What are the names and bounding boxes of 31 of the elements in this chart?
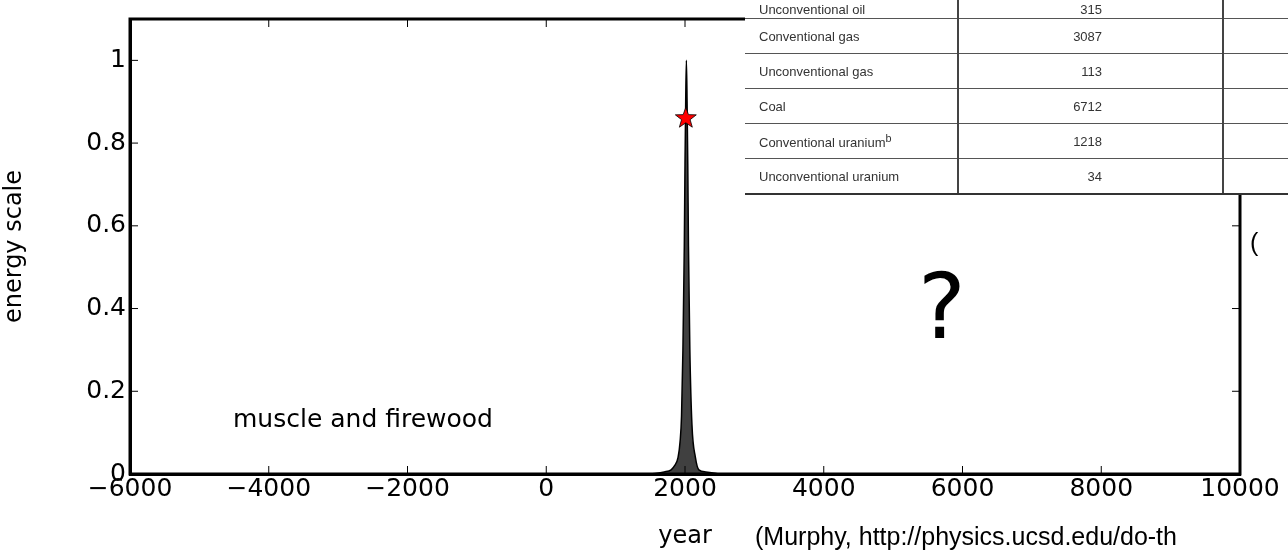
y-tick-label: 0.2 bbox=[86, 374, 126, 404]
data-label: 113 bbox=[958, 53, 1224, 89]
data-label: 315 bbox=[958, 0, 1224, 19]
y-axis-title: energy scale bbox=[0, 169, 27, 324]
data-label: 34 bbox=[958, 158, 1224, 194]
category-label: Conventional uranium$^{b}$ bbox=[745, 123, 959, 159]
data-label: 1218 bbox=[958, 123, 1224, 159]
y-tick-label: 1 bbox=[110, 43, 126, 73]
text: ( bbox=[1250, 228, 1259, 257]
x-tick-label: 4000 bbox=[791, 472, 856, 502]
x-tick-label: −2000 bbox=[365, 472, 450, 502]
category-label: Unconventional oil bbox=[745, 0, 959, 19]
x-tick-label: 10000 bbox=[1200, 472, 1280, 502]
annotation: muscle and firewood bbox=[233, 404, 493, 433]
category-label: Coal bbox=[745, 88, 959, 124]
category-label: Conventional gas bbox=[745, 18, 959, 54]
x-tick-label: 2000 bbox=[653, 472, 717, 502]
category-label: Unconventional uranium bbox=[745, 158, 959, 194]
x-tick-label: −4000 bbox=[226, 472, 312, 502]
category-label: Unconventional gas bbox=[745, 53, 959, 89]
text: (Murphy, http://physics.ucsd.edu/do-th bbox=[755, 522, 1177, 551]
y-tick-label: 0.6 bbox=[86, 209, 126, 239]
y-tick-label: 0.4 bbox=[86, 292, 126, 322]
data-label: 6712 bbox=[958, 88, 1224, 124]
x-tick-label: 0 bbox=[538, 472, 555, 502]
x-axis-title: year bbox=[658, 520, 712, 549]
annotation: ? bbox=[918, 254, 966, 359]
x-tick-label: 6000 bbox=[930, 472, 995, 502]
y-tick-label: 0.8 bbox=[86, 126, 126, 156]
x-tick-label: 8000 bbox=[1069, 472, 1134, 502]
data-label: 3087 bbox=[958, 18, 1224, 54]
